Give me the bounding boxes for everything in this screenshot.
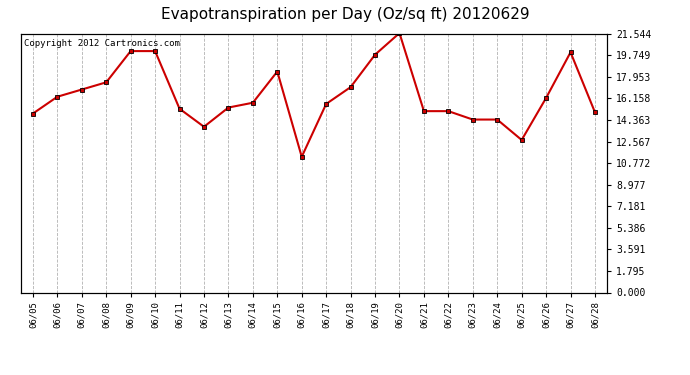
Text: Copyright 2012 Cartronics.com: Copyright 2012 Cartronics.com	[23, 39, 179, 48]
Text: Evapotranspiration per Day (Oz/sq ft) 20120629: Evapotranspiration per Day (Oz/sq ft) 20…	[161, 8, 529, 22]
